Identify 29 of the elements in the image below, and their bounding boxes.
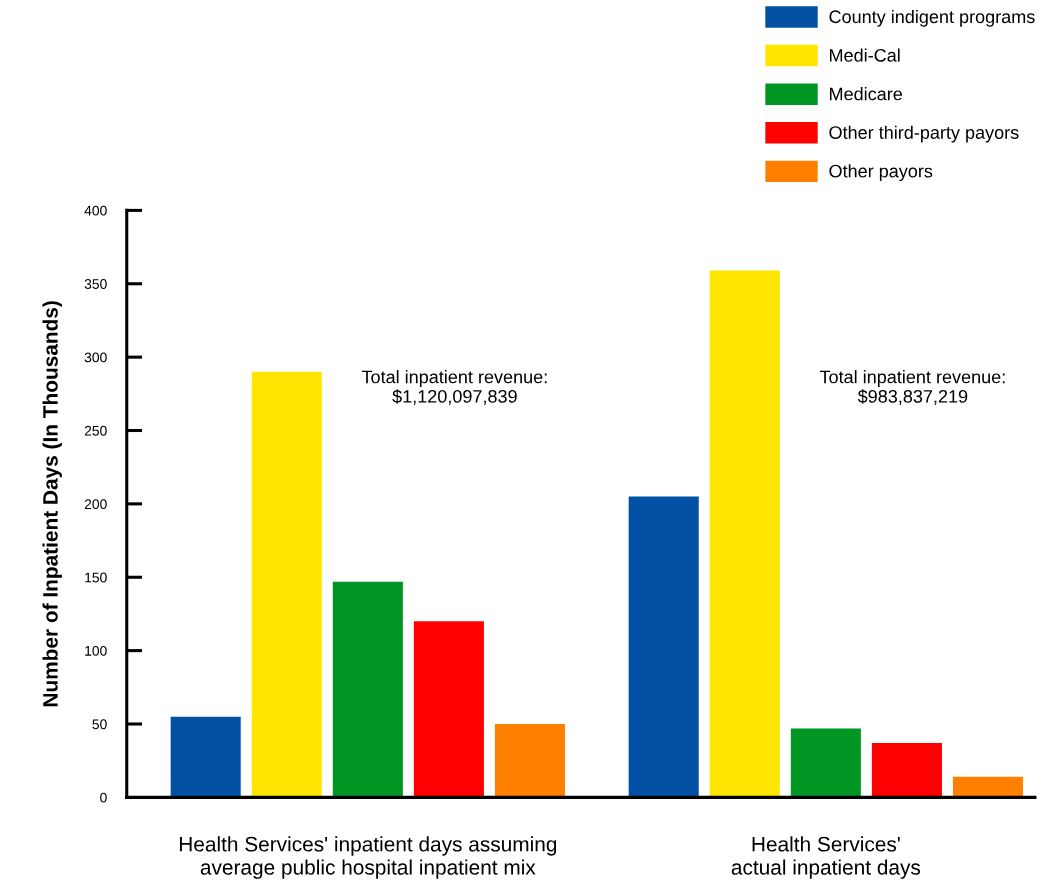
- legend-label: Other third-party payors: [829, 125, 1019, 143]
- y-tick-label: 350: [84, 279, 107, 289]
- x-tick-label: Health Services' inpatient days assuming average public hospital inpatient mix: [179, 836, 557, 879]
- legend-label: County indigent programs: [829, 9, 1035, 27]
- annotation: Total inpatient revenue: $983,837,219: [819, 370, 1005, 405]
- bar: [709, 270, 780, 798]
- legend-label: Other payors: [829, 164, 933, 182]
- y-tick-label: 150: [85, 572, 107, 583]
- y-tick-label: 250: [84, 425, 107, 436]
- bar: [494, 724, 566, 798]
- x-tick-label: Health Services' actual inpatient days: [731, 836, 921, 879]
- bar: [332, 581, 403, 798]
- bar: [952, 776, 1024, 798]
- bar: [170, 716, 241, 798]
- y-tick-label: 0: [100, 792, 107, 803]
- bar: [413, 621, 484, 798]
- bar: [790, 728, 861, 798]
- y-tick-label: 50: [92, 719, 107, 730]
- annotation: Total inpatient revenue: $1,120,097,839: [361, 370, 547, 405]
- bar: [251, 371, 322, 798]
- y-axis-title: Number of Inpatient Days (In Thousands): [42, 301, 62, 707]
- y-tick-label: 100: [85, 645, 107, 656]
- y-tick-label: 400: [84, 205, 107, 216]
- bar: [628, 496, 699, 798]
- y-tick-label: 300: [84, 352, 107, 363]
- y-tick-label: 200: [84, 499, 107, 510]
- bar: [871, 743, 942, 798]
- legend-label: Medi-Cal: [830, 48, 900, 62]
- legend-label: Medicare: [830, 87, 902, 101]
